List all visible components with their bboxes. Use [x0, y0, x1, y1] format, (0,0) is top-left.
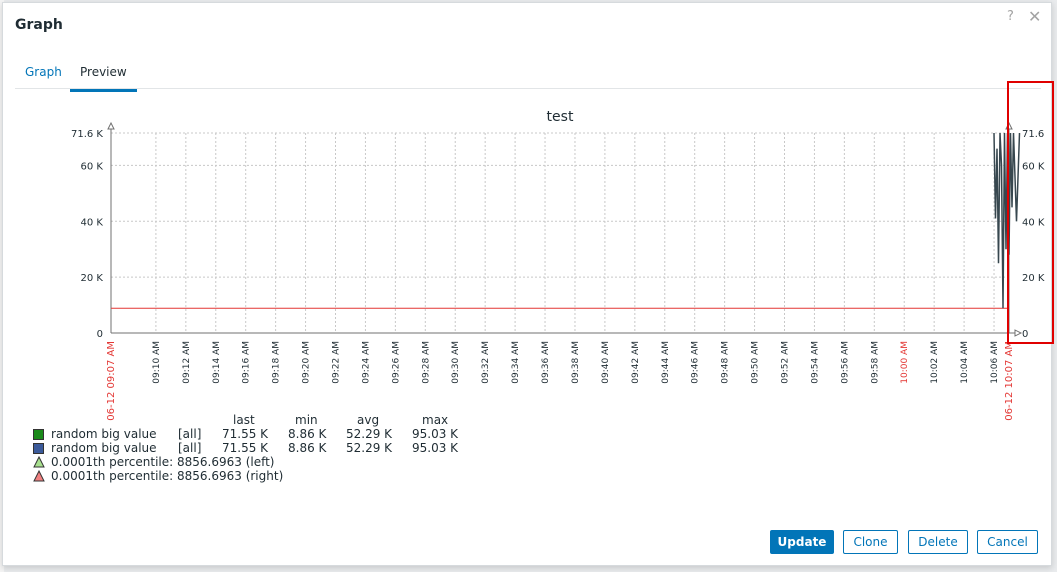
legend-item-func: [all] [178, 427, 202, 441]
legend-item-last: 71.55 K [222, 441, 269, 455]
highlight-annotation-box [1007, 81, 1054, 344]
x-axis-tick-label: 09:16 AM [242, 341, 252, 384]
x-axis-tick-label: 09:32 AM [481, 341, 491, 384]
x-axis-tick-label: 09:58 AM [870, 341, 880, 384]
legend-item-last: 71.55 K [222, 427, 269, 441]
legend-item-name: random big value [51, 427, 157, 441]
y-axis-left-arrow [107, 121, 115, 130]
help-icon[interactable]: ? [1007, 9, 1014, 24]
x-axis-tick-label: 09:56 AM [840, 341, 850, 384]
legend-item-avg: 52.29 K [346, 441, 393, 455]
legend-item-min: 8.86 K [288, 427, 327, 441]
y-axis-right-tick-label: 40 K [1022, 217, 1045, 228]
legend-header-max: max [422, 413, 449, 427]
x-axis-tick-label: 09:12 AM [182, 341, 192, 384]
x-axis-tick-label: 10:00 AM [900, 341, 910, 384]
y-axis-left-tick-label: 60 K [81, 161, 104, 172]
x-axis-tick-label: 10:06 AM [990, 341, 1000, 384]
legend-item-max: 95.03 K [412, 427, 459, 441]
x-axis-tick-label: 09:48 AM [721, 341, 731, 384]
percentile-label: 0.0001th percentile: 8856.6963 (right) [51, 469, 284, 483]
x-axis-tick-label: 10:04 AM [960, 341, 970, 384]
delete-button[interactable]: Delete [908, 530, 968, 554]
legend-item-func: [all] [178, 441, 202, 455]
y-axis-left-tick-label: 0 [97, 329, 103, 340]
chart-title: test [547, 109, 574, 125]
x-axis-arrow [1014, 329, 1023, 337]
x-axis-tick-label: 09:28 AM [421, 341, 431, 384]
y-axis-left-tick-label: 71.6 K [71, 129, 103, 140]
x-axis-tick-label: 09:18 AM [272, 341, 282, 384]
x-axis-tick-label: 09:14 AM [212, 341, 222, 384]
close-icon[interactable]: ✕ [1028, 7, 1042, 26]
x-axis-tick-label: 09:38 AM [571, 341, 581, 384]
x-axis-tick-label: 09:40 AM [601, 341, 611, 384]
legend-color-swatch [33, 443, 44, 454]
legend-item-avg: 52.29 K [346, 427, 393, 441]
triangle-up-icon [33, 470, 45, 482]
x-axis-tick-label: 09:20 AM [302, 341, 312, 384]
y-axis-right-tick-label: 60 K [1022, 161, 1045, 172]
y-axis-left-tick-label: 20 K [81, 273, 104, 284]
graph-dialog: Graph ? ✕ Graph Preview test 71.6 K 71.6 60… [2, 2, 1052, 566]
percentile-label: 0.0001th percentile: 8856.6963 (left) [51, 455, 275, 469]
legend-item-name: random big value [51, 441, 157, 455]
legend-header-last: last [233, 413, 255, 427]
x-axis-tick-label: 09:24 AM [361, 341, 371, 384]
y-axis-right-tick-label: 71.6 [1022, 129, 1044, 140]
x-axis-tick-label: 09:52 AM [781, 341, 791, 384]
y-axis-right-tick-label: 0 [1022, 329, 1028, 340]
x-axis-tick-label: 09:30 AM [451, 341, 461, 384]
cancel-button[interactable]: Cancel [977, 530, 1038, 554]
x-axis-tick-label: 09:10 AM [152, 341, 162, 384]
x-axis-tick-label: 09:22 AM [332, 341, 342, 384]
update-button[interactable]: Update [770, 530, 834, 554]
tab-graph[interactable]: Graph [25, 65, 62, 79]
x-axis-tick-label: 09:36 AM [541, 341, 551, 384]
x-axis-tick-label: 09:50 AM [751, 341, 761, 384]
x-axis-tick-label: 09:26 AM [391, 341, 401, 384]
tab-preview[interactable]: Preview [70, 64, 137, 92]
legend-item-min: 8.86 K [288, 441, 327, 455]
x-axis-tick-label: 09:42 AM [631, 341, 641, 384]
series-line [993, 132, 1021, 309]
y-axis-left-tick-label: 40 K [81, 217, 104, 228]
x-axis-tick-label: 09:54 AM [810, 341, 820, 384]
x-axis-boundary-label: 06-12 10:07 AM [1004, 341, 1015, 421]
legend-header-avg: avg [357, 413, 380, 427]
x-axis-tick-label: 10:02 AM [930, 341, 940, 384]
legend-color-swatch [33, 429, 44, 440]
tab-bar: Graph Preview [15, 59, 1041, 92]
legend-item-max: 95.03 K [412, 441, 459, 455]
x-axis-tick-label: 09:46 AM [691, 341, 701, 384]
y-axis-right-tick-label: 20 K [1022, 273, 1045, 284]
x-axis-boundary-label: 06-12 09:07 AM [106, 341, 117, 421]
dialog-title: Graph [15, 17, 63, 33]
legend-header-min: min [295, 413, 318, 427]
x-axis-tick-label: 09:44 AM [661, 341, 671, 384]
triangle-up-icon [33, 456, 45, 468]
x-axis-tick-label: 09:34 AM [511, 341, 521, 384]
clone-button[interactable]: Clone [843, 530, 898, 554]
